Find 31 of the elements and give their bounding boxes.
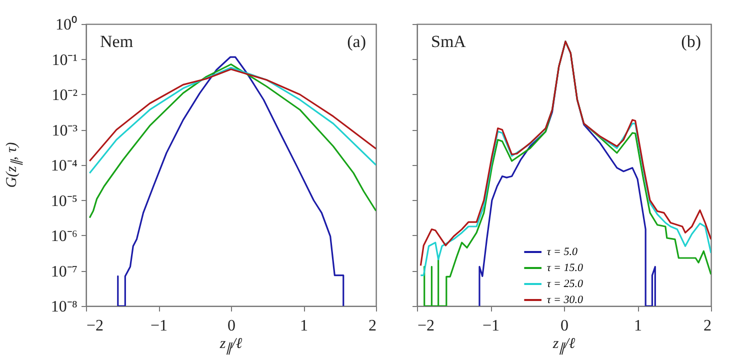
annotation: Nem	[100, 32, 134, 51]
y-tick-label: 10⁻²	[52, 87, 78, 104]
y-tick-label: 10⁻⁸	[50, 298, 78, 316]
x-tick-label: 0	[228, 318, 236, 334]
y-tick-label: 10⁻³	[52, 122, 78, 140]
line-series	[88, 63, 376, 218]
legend-label: τ = 25.0	[546, 278, 584, 290]
legend-label: τ = 5.0	[546, 246, 578, 258]
x-axis-title: z$_{∥}$/ℓ	[552, 336, 576, 356]
y-tick-label: 10⁻⁷	[50, 263, 78, 280]
x-tick-label: −1	[482, 318, 500, 334]
y-tick-label: 10⁻¹	[52, 52, 78, 69]
annotation: (a)	[347, 32, 366, 51]
annotation: (b)	[681, 32, 701, 51]
x-tick-label: 1	[300, 318, 308, 334]
x-tick-label: 2	[704, 318, 712, 334]
legend-label: τ = 15.0	[546, 262, 584, 274]
y-tick-label: 10⁻⁴	[50, 158, 78, 174]
x-tick-label: 0	[560, 318, 568, 334]
y-tick-label: 10⁻⁵	[50, 192, 78, 210]
x-axis-title: z$_{∥}$/ℓ	[220, 336, 242, 356]
x-tick-label: 1	[634, 318, 642, 334]
y-tick-label: 10⁰	[56, 16, 78, 34]
legend-label: τ = 30.0	[546, 294, 584, 306]
annotation: SmA	[431, 32, 467, 51]
x-tick-label: 2	[368, 318, 376, 334]
line-series	[117, 56, 344, 306]
x-tick-label: −2	[86, 318, 104, 334]
x-tick-label: −1	[150, 318, 168, 334]
y-tick-label: 10⁻⁶	[50, 228, 78, 245]
x-tick-label: −2	[418, 318, 435, 334]
